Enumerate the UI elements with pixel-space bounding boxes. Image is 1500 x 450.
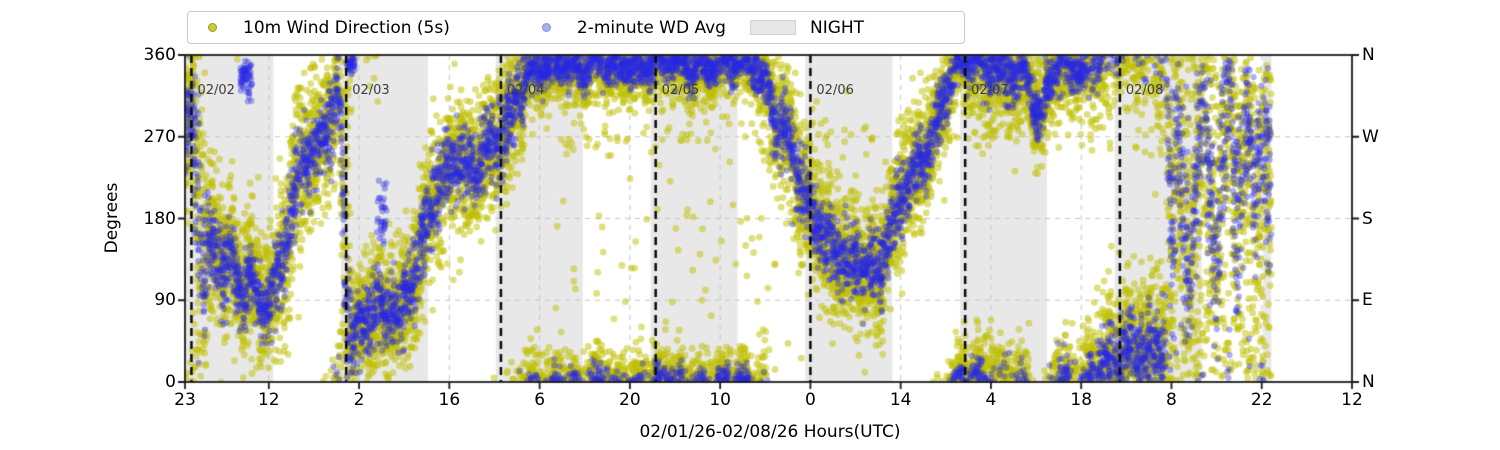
legend: 10m Wind Direction (5s) 2-minute WD Avg … [187, 11, 965, 44]
legend-label-night: NIGHT [809, 17, 865, 38]
legend-label-wd2m: 2-minute WD Avg [576, 17, 726, 38]
night-patch-icon [749, 20, 796, 35]
legend-item-wd5s: 10m Wind Direction (5s) [208, 18, 450, 38]
wd2m-marker-icon [541, 23, 551, 32]
legend-item-wd2m: 2-minute WD Avg [541, 17, 726, 38]
wd5s-marker-icon [208, 23, 217, 32]
legend-label-wd5s: 10m Wind Direction (5s) [243, 17, 450, 38]
legend-item-night: NIGHT [749, 17, 865, 38]
